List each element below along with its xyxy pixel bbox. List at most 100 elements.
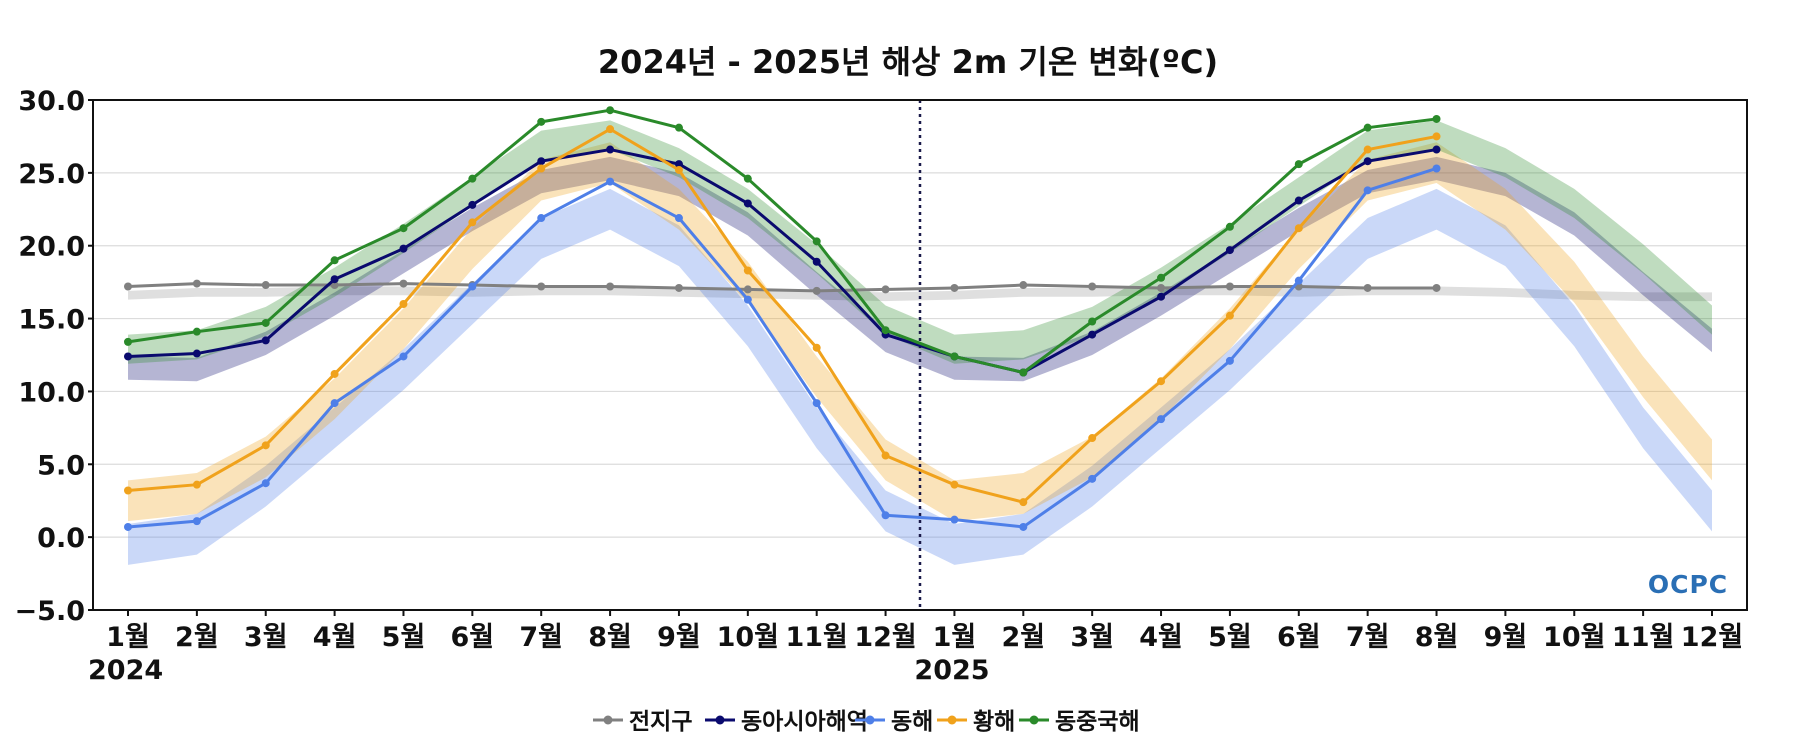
data-point [606,125,615,134]
data-point [1157,292,1166,301]
data-point [1294,196,1303,205]
data-point [124,352,132,361]
data-point [1088,282,1097,291]
x-tick-label: 4월 [313,622,357,653]
data-point [950,515,959,524]
series-lines [124,106,1441,531]
legend-swatch-marker [947,715,957,725]
data-point [674,214,683,223]
legend-label: 동아시아해역 [741,709,868,735]
y-tick-label: 10.0 [18,377,85,408]
data-point [1363,145,1372,154]
y-tick-label: 30.0 [18,86,85,117]
data-point [537,164,546,173]
x-tick-label: 6월 [451,622,495,653]
climatology-band-1 [128,156,1712,382]
data-point [812,237,821,246]
y-tick-label: 15.0 [18,305,85,336]
legend-swatch-marker [865,715,875,725]
y-tick-label: 25.0 [18,159,85,190]
x-tick-label: 10월 [1543,622,1605,653]
data-point [1225,282,1234,291]
legend-label: 황해 [973,709,1015,735]
x-tick-label: 3월 [1070,622,1114,653]
series-line [127,127,1437,504]
series-2 [124,164,1441,531]
data-point [1432,164,1441,173]
data-point [537,214,546,223]
data-point [1088,317,1097,326]
data-point [124,486,132,495]
data-point [537,282,546,291]
climatology-bands [128,120,1712,565]
data-point [950,480,959,489]
ocpc-logo: OCPC [1648,570,1727,599]
data-point [1225,222,1234,231]
legend-item: 동아시아해역 [705,709,868,735]
x-tick-label: 7월 [519,622,563,653]
data-point [468,200,477,209]
data-point [1225,246,1234,255]
legend-item: 동해 [855,709,933,735]
data-point [812,343,821,352]
y-tick-label: 5.0 [37,450,85,481]
data-point [1432,132,1441,141]
x-tick-label: 2월 [1001,622,1045,653]
series-line [127,108,1437,374]
data-point [1294,276,1303,285]
data-point [743,266,752,275]
climatology-band-2 [128,188,1712,565]
climatology-band-0 [128,286,1712,302]
data-point [330,369,339,378]
data-point [261,479,270,488]
x-tick-label: 3월 [244,622,288,653]
data-point [674,160,683,169]
legend-item: 동중국해 [1019,709,1140,735]
series-1 [124,145,1441,377]
data-point [812,286,821,295]
series-line [127,148,1437,374]
data-point [1432,283,1441,292]
data-point [1363,123,1372,132]
x-tick-label: 1월 [933,622,977,653]
data-point [674,283,683,292]
y-axis-ticks: 30.0 25.0 20.0 15.0 10.0 5.0 0.0 −5.0 [15,86,93,627]
x-tick-label: 12월 [854,622,916,653]
legend-label: 전지구 [629,709,692,735]
data-point [330,399,339,408]
data-point [674,123,683,132]
data-point [330,256,339,265]
data-point [399,279,408,288]
data-point [1363,283,1372,292]
data-point [261,441,270,450]
x-tick-label: 5월 [382,622,426,653]
data-point [1088,474,1097,483]
data-point [399,224,408,233]
data-point [330,275,339,284]
data-point [881,326,890,335]
data-point [192,517,201,526]
data-point [192,279,201,288]
plot-area-frame [92,99,1748,611]
x-tick-label: 6월 [1277,622,1321,653]
data-point [812,257,821,266]
data-point [537,117,546,126]
data-point [1294,224,1303,233]
data-point [1432,145,1441,154]
data-point [812,399,821,408]
data-point [192,349,201,358]
series-line [127,167,1437,529]
data-point [124,337,132,346]
data-point [468,282,477,291]
series-line [127,282,1437,293]
legend-swatch-marker [1029,715,1039,725]
data-point [674,165,683,174]
data-point [1157,415,1166,424]
data-point [261,318,270,327]
series-3 [124,125,1441,507]
data-point [950,352,959,361]
data-point [743,199,752,208]
data-point [743,174,752,183]
data-point [1019,368,1028,377]
data-point [1363,186,1372,195]
